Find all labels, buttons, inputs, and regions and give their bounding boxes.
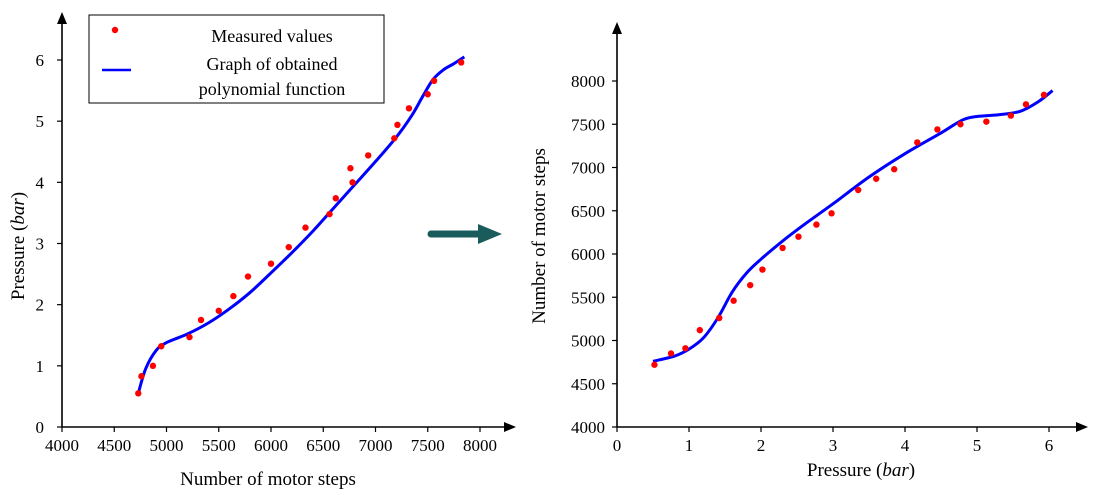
right-measured-point: [696, 326, 703, 334]
right-measured-point: [716, 314, 723, 322]
left-x-tick-label: 5000: [150, 436, 184, 455]
left-measured-point: [302, 224, 309, 231]
left-y-tick-label: 6: [36, 51, 45, 70]
left-y-tick-label: 2: [36, 296, 45, 315]
right-x-tick-label: 4: [901, 436, 910, 455]
right-y-axis-arrowhead: [612, 22, 622, 34]
right-y-tick-label: 6500: [571, 202, 605, 221]
left-measured-point: [244, 273, 252, 280]
transform-arrow-icon: [427, 224, 502, 244]
legend-label-polynomial-line2: polynomial function: [199, 79, 345, 99]
right-measured-point: [730, 297, 737, 304]
right-measured-point: [651, 361, 658, 368]
right-x-tick-label: 0: [613, 436, 622, 455]
left-x-axis-arrowhead: [504, 422, 516, 432]
left-y-tick-label: 3: [36, 235, 45, 254]
right-measured-point: [891, 166, 898, 173]
left-x-tick-label: 6000: [254, 436, 288, 455]
chart-right: 0 1 2 3 4 5 6 4000 4500 5000 5500 6000 6500 7000 7500…: [529, 22, 1088, 481]
left-measured-point: [215, 307, 222, 314]
left-x-tick-label: 5500: [202, 436, 236, 455]
left-measured-point: [197, 316, 205, 324]
left-x-tick-label: 4000: [45, 436, 79, 455]
left-measured-point: [430, 77, 438, 85]
right-y-tick-label: 7000: [571, 159, 605, 178]
right-x-tick-label: 3: [829, 436, 838, 455]
left-x-axis-label: Number of motor steps: [180, 469, 356, 490]
right-measured-point: [934, 126, 941, 133]
legend: Measured values Graph of obtained polyno…: [88, 14, 385, 104]
right-x-tick-label: 1: [685, 436, 694, 455]
right-y-tick-label: 8000: [571, 72, 605, 91]
right-measured-point: [795, 233, 802, 240]
left-measured-point: [394, 121, 401, 129]
right-polynomial-curve: [652, 89, 1054, 363]
right-measured-point: [1022, 101, 1030, 108]
left-y-tick-label: 0: [36, 418, 45, 437]
right-measured-point: [873, 175, 880, 182]
left-x-tick-label: 7500: [411, 436, 445, 455]
left-measured-point: [326, 210, 333, 218]
right-y-tick-label: 5500: [571, 288, 605, 307]
right-x-tick-label: 6: [1045, 436, 1054, 455]
legend-label-polynomial-line1: Graph of obtained: [207, 54, 338, 74]
left-polynomial-curve: [136, 55, 466, 394]
left-x-tick-label: 8000: [463, 436, 497, 455]
left-y-axis-arrowhead: [57, 12, 67, 24]
right-x-axis-label: Pressure (bar): [807, 460, 915, 481]
right-measured-point: [813, 221, 820, 228]
right-measured-point: [983, 118, 990, 125]
legend-label-measured: Measured values: [211, 26, 332, 46]
legend-marker-measured: [111, 26, 119, 34]
left-measured-point: [158, 343, 165, 350]
right-measured-point: [779, 244, 786, 252]
left-measured-point: [285, 243, 292, 251]
left-measured-point: [230, 292, 237, 300]
left-measured-point: [267, 260, 275, 267]
left-measured-point: [135, 390, 142, 397]
left-measured-point: [457, 59, 465, 66]
left-measured-point: [405, 105, 413, 112]
right-x-tick-label: 2: [757, 436, 766, 455]
right-y-tick-label: 5000: [571, 332, 605, 351]
chart-left: 4000 4500 5000 5500 6000 6500 7000 7500 8000 0 1 2…: [8, 12, 516, 490]
right-measured-point: [1040, 91, 1048, 99]
left-measured-point: [138, 373, 145, 380]
left-x-tick-label: 4500: [97, 436, 131, 455]
left-x-tick-label: 7000: [359, 436, 393, 455]
right-y-tick-label: 6000: [571, 245, 605, 264]
left-measured-point: [424, 91, 431, 98]
legend-box: [88, 14, 385, 104]
right-y-tick-label: 4000: [571, 418, 605, 437]
left-measured-point: [349, 179, 356, 186]
right-measured-point: [855, 186, 862, 194]
right-measured-point: [914, 139, 921, 146]
right-measured-point: [682, 345, 689, 352]
right-y-axis-label: Number of motor steps: [529, 148, 550, 324]
left-y-axis-label: Pressure (bar): [8, 192, 29, 300]
left-measured-point: [186, 333, 193, 341]
left-measured-point: [364, 152, 372, 159]
right-measured-point: [667, 350, 675, 357]
right-measured-point: [1007, 112, 1015, 119]
left-x-tick-label: 6500: [306, 436, 340, 455]
right-y-tick-label: 7500: [571, 115, 605, 134]
left-y-tick-label: 4: [36, 173, 45, 192]
right-y-tick-label: 4500: [571, 375, 605, 394]
right-x-tick-label: 5: [973, 436, 982, 455]
right-measured-point: [759, 266, 766, 273]
left-measured-point: [391, 135, 398, 142]
right-measured-point: [828, 210, 835, 217]
left-measured-point: [347, 165, 354, 172]
left-measured-point: [332, 195, 339, 202]
right-measured-point: [957, 121, 964, 128]
left-y-tick-label: 1: [36, 357, 45, 376]
left-measured-point: [149, 362, 157, 370]
left-y-tick-label: 5: [36, 112, 45, 131]
right-x-axis-arrowhead: [1076, 422, 1088, 432]
right-measured-point: [747, 281, 754, 289]
